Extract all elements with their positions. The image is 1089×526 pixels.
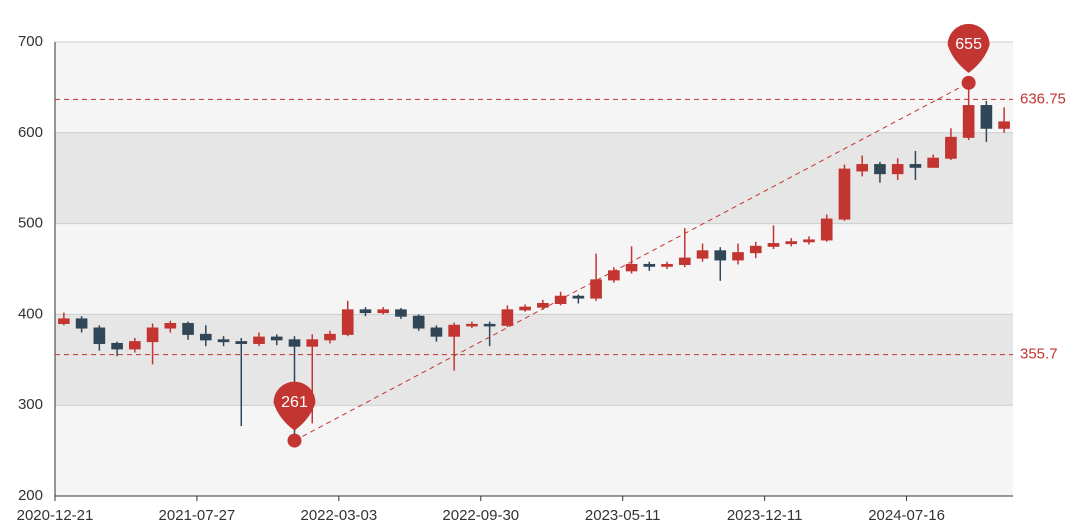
candle-body: [377, 309, 390, 314]
y-tick-label: 300: [18, 396, 43, 413]
mark-line-label: 355.7: [1020, 346, 1058, 363]
candle-body: [146, 327, 159, 343]
candle-body: [448, 324, 460, 337]
candle-body: [820, 218, 833, 241]
candle-body: [643, 263, 656, 267]
candle-body: [341, 309, 354, 335]
pin: [273, 381, 316, 431]
candle-body: [874, 164, 886, 175]
candle-body: [93, 327, 106, 344]
candle-body: [58, 318, 70, 324]
x-tick-label: 2022-03-03: [300, 507, 377, 524]
candle-body: [980, 105, 993, 129]
pin: [947, 23, 990, 73]
candle-body: [519, 306, 531, 311]
x-tick-label: 2020-12-21: [17, 507, 94, 524]
candle-body: [270, 336, 283, 341]
candle-body: [395, 309, 407, 317]
candle-body: [75, 318, 88, 329]
candle-body: [182, 322, 194, 335]
candle-body: [199, 333, 212, 341]
split-area: [55, 405, 1013, 496]
split-area: [55, 314, 1013, 406]
candle-body: [767, 243, 780, 247]
y-tick-label: 400: [18, 305, 43, 322]
y-tick-label: 500: [18, 215, 43, 232]
candle-body: [466, 323, 478, 327]
candle-body: [749, 245, 762, 254]
candle-body: [217, 339, 230, 343]
candle-body: [412, 315, 425, 329]
candle-body: [164, 322, 177, 329]
y-tick-label: 200: [18, 487, 43, 504]
candle-body: [253, 336, 265, 344]
candle-body: [608, 270, 620, 281]
candle-body: [732, 252, 744, 261]
x-tick-label: 2024-07-16: [868, 507, 945, 524]
split-area: [55, 223, 1013, 315]
pin-label: 261: [281, 394, 308, 411]
candle-body: [306, 339, 319, 347]
y-tick-label: 700: [18, 33, 43, 50]
split-area: [55, 132, 1013, 224]
candle-body: [945, 136, 957, 159]
y-tick-label: 600: [18, 124, 43, 141]
split-area: [55, 42, 1013, 133]
candle-body: [678, 257, 691, 265]
candle-body: [359, 309, 372, 314]
candle-body: [785, 241, 798, 245]
candle-body: [501, 309, 514, 326]
candle-body: [572, 295, 585, 299]
candle-body: [483, 323, 496, 327]
candle-body: [838, 168, 851, 220]
candle-body: [856, 164, 869, 172]
candle-body: [714, 250, 727, 261]
candle-body: [927, 157, 939, 168]
trend-line: [294, 82, 969, 442]
x-tick-label: 2023-05-11: [585, 507, 661, 524]
candle-body: [803, 239, 815, 243]
candle-body: [324, 333, 336, 341]
x-tick-label: 2021-07-27: [159, 507, 236, 524]
candle-body: [288, 339, 301, 347]
pin-dot: [287, 433, 302, 448]
mark-line-label: 636.75: [1020, 90, 1066, 107]
candle-body: [962, 105, 975, 138]
candle-body: [891, 164, 904, 175]
candle-body: [909, 164, 922, 168]
pin-label: 655: [955, 36, 982, 53]
candle-body: [625, 263, 638, 272]
pin-dot: [961, 75, 976, 90]
candle-body: [129, 341, 141, 350]
candle-body: [661, 263, 673, 267]
candle-body: [998, 121, 1010, 129]
candle-body: [537, 303, 549, 308]
candle-body: [430, 327, 443, 337]
candle-body: [590, 279, 602, 299]
candle-body: [696, 250, 709, 259]
x-tick-label: 2023-12-11: [727, 507, 803, 524]
x-tick-label: 2022-09-30: [442, 507, 519, 524]
candle-body: [111, 342, 123, 350]
candle-body: [235, 341, 248, 344]
